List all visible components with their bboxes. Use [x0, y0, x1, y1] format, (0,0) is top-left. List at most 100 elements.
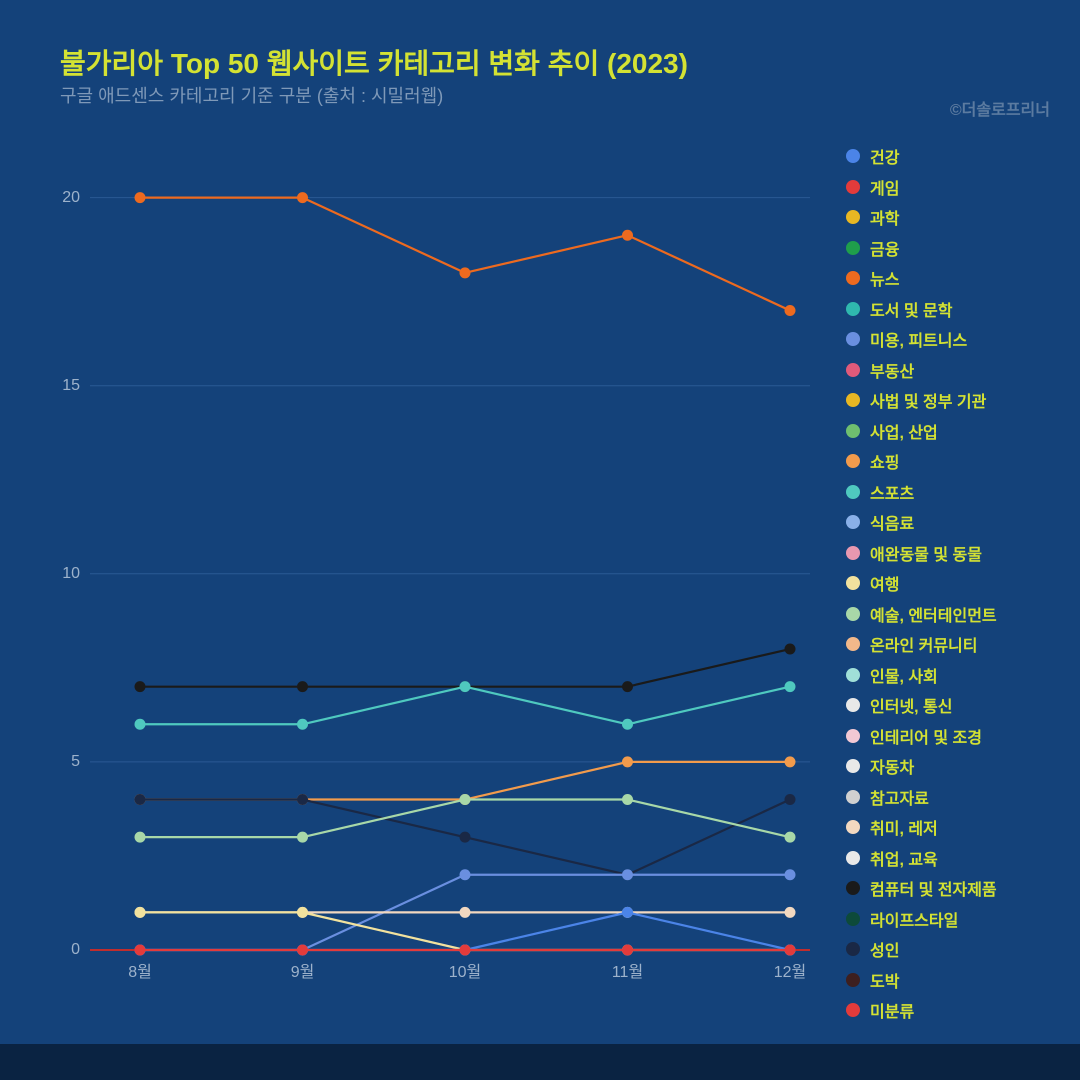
legend-marker-icon [846, 515, 860, 529]
legend-item: 인테리어 및 조경 [846, 726, 997, 746]
legend-label: 사법 및 정부 기관 [870, 388, 986, 412]
legend-marker-icon [846, 149, 860, 163]
legend-label: 쇼핑 [870, 449, 899, 473]
legend-marker-icon [846, 485, 860, 499]
legend-label: 참고자료 [870, 785, 929, 809]
legend-marker-icon [846, 210, 860, 224]
legend-marker-icon [846, 454, 860, 468]
legend-item: 금융 [846, 238, 997, 258]
y-tick-label: 20 [40, 189, 80, 207]
legend-item: 도박 [846, 970, 997, 990]
legend-marker-icon [846, 302, 860, 316]
legend-marker-icon [846, 790, 860, 804]
legend-label: 인물, 사회 [870, 663, 938, 687]
legend-label: 인테리어 및 조경 [870, 724, 982, 748]
legend-marker-icon [846, 180, 860, 194]
legend-label: 취업, 교육 [870, 846, 938, 870]
legend-marker-icon [846, 759, 860, 773]
legend-label: 금융 [870, 236, 899, 260]
legend-item: 식음료 [846, 512, 997, 532]
legend-item: 취미, 레저 [846, 817, 997, 837]
legend-item: 건강 [846, 146, 997, 166]
legend-item: 게임 [846, 177, 997, 197]
legend-label: 여행 [870, 571, 899, 595]
legend-marker-icon [846, 271, 860, 285]
legend-marker-icon [846, 424, 860, 438]
legend-marker-icon [846, 363, 860, 377]
legend-item: 컴퓨터 및 전자제품 [846, 878, 997, 898]
legend-label: 컴퓨터 및 전자제품 [870, 876, 997, 900]
legend-item: 사법 및 정부 기관 [846, 390, 997, 410]
legend-marker-icon [846, 668, 860, 682]
legend-marker-icon [846, 637, 860, 651]
legend-item: 자동차 [846, 756, 997, 776]
legend-marker-icon [846, 851, 860, 865]
legend: 건강게임과학금융뉴스도서 및 문학미용, 피트니스부동산사법 및 정부 기관사업… [846, 146, 997, 1020]
chart-title: 불가리아 Top 50 웹사이트 카테고리 변화 추이 (2023) [60, 42, 688, 82]
x-tick-label: 12월 [774, 958, 807, 982]
legend-item: 온라인 커뮤니티 [846, 634, 997, 654]
chart-svg [90, 150, 810, 980]
legend-label: 미분류 [870, 998, 914, 1022]
x-tick-label: 10월 [449, 958, 482, 982]
legend-item: 사업, 산업 [846, 421, 997, 441]
footer-bar [0, 1044, 1080, 1080]
legend-item: 쇼핑 [846, 451, 997, 471]
legend-marker-icon [846, 1003, 860, 1017]
legend-item: 성인 [846, 939, 997, 959]
legend-item: 부동산 [846, 360, 997, 380]
legend-marker-icon [846, 698, 860, 712]
legend-item: 인물, 사회 [846, 665, 997, 685]
legend-marker-icon [846, 393, 860, 407]
y-tick-label: 5 [40, 753, 80, 771]
x-tick-label: 9월 [291, 958, 315, 982]
legend-marker-icon [846, 546, 860, 560]
legend-item: 도서 및 문학 [846, 299, 997, 319]
legend-item: 라이프스타일 [846, 909, 997, 929]
x-tick-label: 11월 [612, 958, 643, 982]
legend-marker-icon [846, 241, 860, 255]
legend-label: 온라인 커뮤니티 [870, 632, 978, 656]
chart-subtitle: 구글 애드센스 카테고리 기준 구분 (출처 : 시밀러웹) [60, 82, 443, 108]
legend-item: 미용, 피트니스 [846, 329, 997, 349]
legend-label: 성인 [870, 937, 899, 961]
legend-marker-icon [846, 576, 860, 590]
legend-item: 애완동물 및 동물 [846, 543, 997, 563]
y-tick-label: 15 [40, 377, 80, 395]
legend-item: 취업, 교육 [846, 848, 997, 868]
legend-item: 미분류 [846, 1000, 997, 1020]
legend-item: 과학 [846, 207, 997, 227]
line-chart [90, 150, 810, 980]
legend-marker-icon [846, 881, 860, 895]
legend-marker-icon [846, 942, 860, 956]
legend-item: 인터넷, 통신 [846, 695, 997, 715]
x-tick-label: 8월 [128, 958, 152, 982]
copyright-text: ©더솔로프리너 [950, 96, 1050, 120]
y-tick-label: 10 [40, 565, 80, 583]
legend-label: 뉴스 [870, 266, 899, 290]
legend-label: 라이프스타일 [870, 907, 958, 931]
legend-item: 여행 [846, 573, 997, 593]
legend-marker-icon [846, 973, 860, 987]
legend-marker-icon [846, 332, 860, 346]
legend-marker-icon [846, 607, 860, 621]
legend-label: 취미, 레저 [870, 815, 938, 839]
legend-label: 식음료 [870, 510, 914, 534]
legend-label: 사업, 산업 [870, 419, 938, 443]
legend-label: 도박 [870, 968, 899, 992]
legend-label: 인터넷, 통신 [870, 693, 953, 717]
legend-marker-icon [846, 912, 860, 926]
legend-item: 스포츠 [846, 482, 997, 502]
legend-label: 도서 및 문학 [870, 297, 953, 321]
legend-label: 게임 [870, 175, 899, 199]
legend-label: 스포츠 [870, 480, 914, 504]
legend-label: 과학 [870, 205, 899, 229]
legend-marker-icon [846, 729, 860, 743]
y-tick-label: 0 [40, 941, 80, 959]
legend-label: 예술, 엔터테인먼트 [870, 602, 997, 626]
legend-label: 부동산 [870, 358, 914, 382]
legend-item: 뉴스 [846, 268, 997, 288]
legend-label: 미용, 피트니스 [870, 327, 967, 351]
legend-label: 건강 [870, 144, 899, 168]
legend-item: 예술, 엔터테인먼트 [846, 604, 997, 624]
